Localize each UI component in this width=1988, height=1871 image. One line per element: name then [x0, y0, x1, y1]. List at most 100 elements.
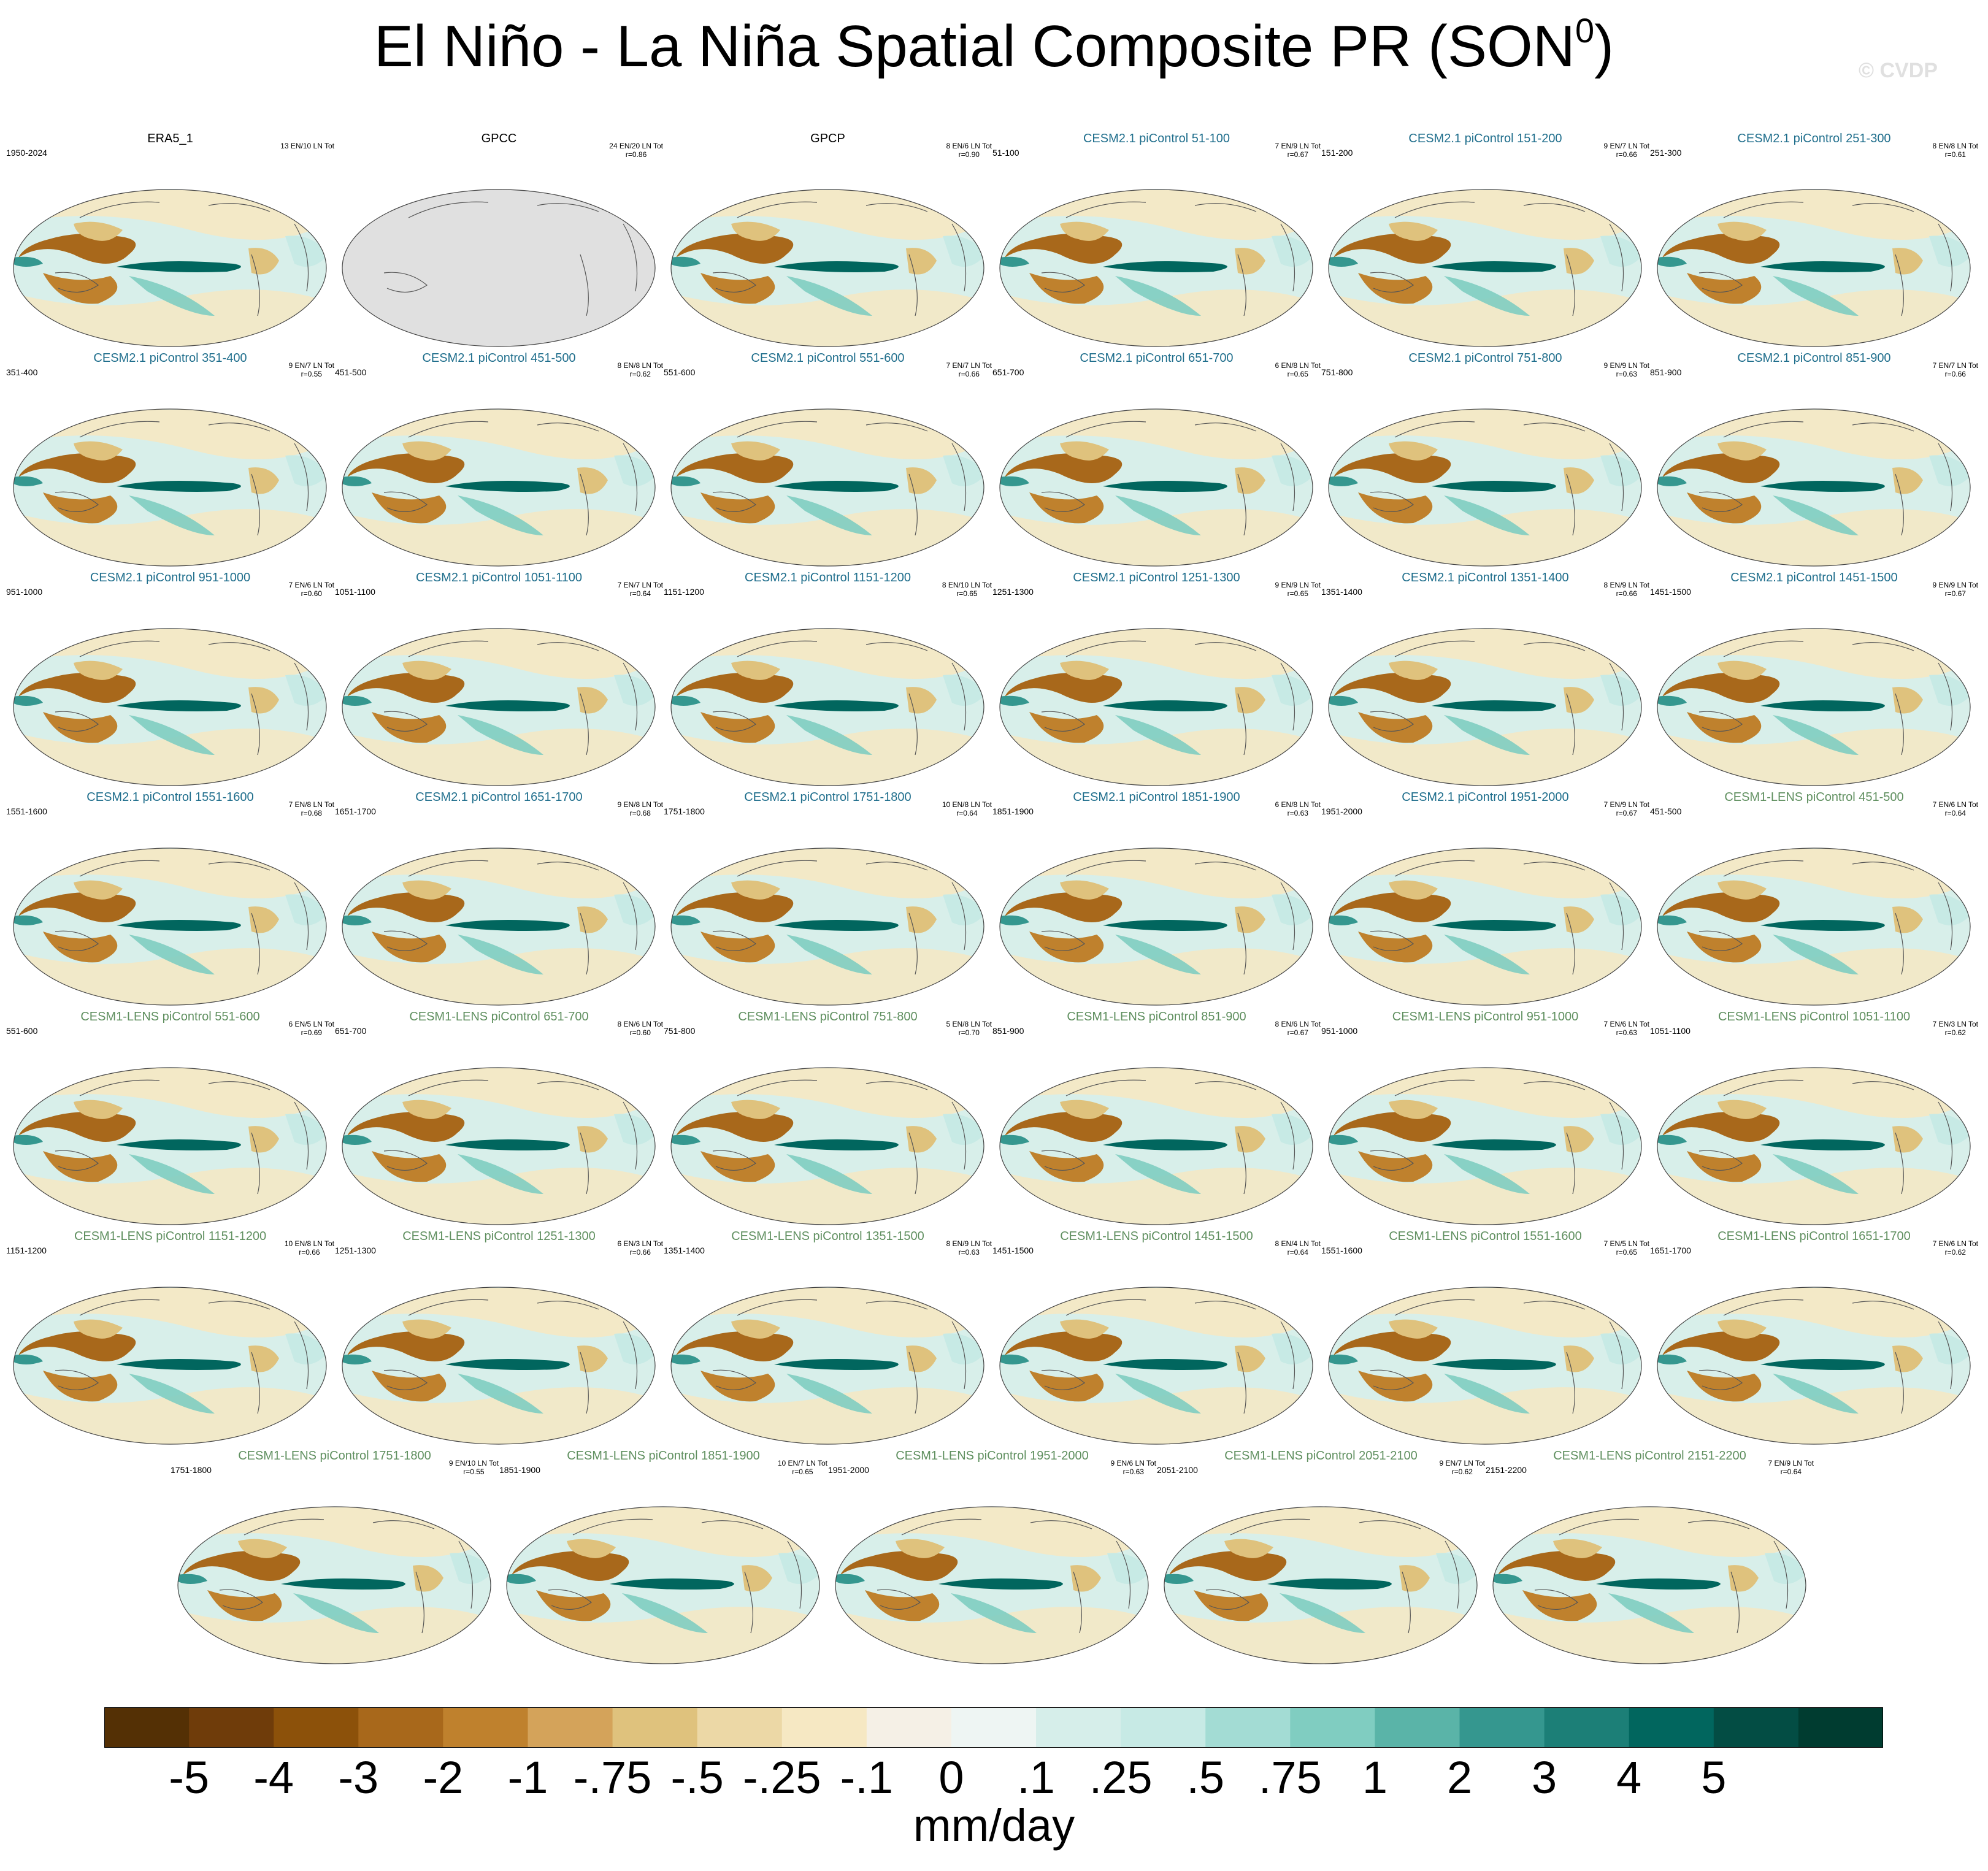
panel-correlation: r=0.64	[1287, 1248, 1308, 1257]
australia-dry-anomaly	[1358, 492, 1433, 524]
map-outline	[1328, 1067, 1642, 1225]
atlantic-africa-anomaly	[614, 894, 655, 925]
south-america-dry-anomaly	[1564, 687, 1594, 714]
south-dry-band	[1000, 289, 1313, 346]
spcz-wet-anomaly	[1115, 495, 1201, 535]
coastlines	[712, 421, 967, 536]
panel-years: 1151-1200	[6, 1245, 47, 1255]
indian-ocean-wet-anomaly	[1000, 256, 1029, 267]
map-outline	[342, 1067, 656, 1225]
equatorial-pacific-wet-anomaly	[445, 1139, 570, 1150]
north-dry-band	[13, 1288, 326, 1337]
north-dry-band	[1329, 1068, 1641, 1118]
panel-title: CESM1-LENS piControl 1551-1600	[1389, 1230, 1582, 1243]
atlantic-africa-anomaly	[1600, 675, 1641, 706]
figure-title-superscript: 0	[1575, 11, 1595, 50]
coastlines	[548, 1518, 802, 1634]
atlantic-africa-anomaly	[450, 1553, 491, 1584]
panel-years: 551-600	[664, 367, 696, 377]
panel-years: 751-800	[664, 1026, 696, 1036]
south-dry-band	[342, 1387, 655, 1444]
map-outline	[999, 408, 1313, 567]
coastlines	[383, 860, 638, 975]
indian-ocean-wet-anomaly	[1657, 476, 1687, 486]
colorbar-swatch	[1629, 1707, 1714, 1748]
panel-title: CESM1-LENS piControl 651-700	[409, 1010, 589, 1024]
australia-dry-anomaly	[1029, 932, 1104, 963]
coastlines	[712, 1299, 967, 1414]
colorbar-tick: 5	[1701, 1752, 1727, 1803]
indian-ocean-wet-anomaly	[1000, 1354, 1029, 1364]
equatorial-pacific-wet-anomaly	[1432, 700, 1556, 711]
atlantic-africa-anomaly	[1272, 675, 1313, 706]
equatorial-pacific-wet-anomaly	[1103, 1139, 1227, 1150]
colorbar-swatch	[1205, 1707, 1291, 1748]
coastlines	[1370, 1299, 1624, 1414]
map-field	[178, 1507, 491, 1664]
map-svg	[670, 847, 984, 1006]
map-field	[1329, 1068, 1641, 1225]
australia-dry-anomaly	[1687, 712, 1762, 743]
panel-years: 1951-2000	[1321, 806, 1362, 816]
panel-stats: 9 EN/8 LN Tot r=0.68	[618, 800, 663, 817]
panel-events: 9 EN/7 LN Tot	[1603, 142, 1649, 150]
map-field	[342, 629, 655, 786]
equatorial-pacific-wet-anomaly	[1103, 700, 1227, 711]
south-america-dry-anomaly	[248, 687, 279, 714]
map-field	[1329, 409, 1641, 566]
panel-correlation: r=0.90	[958, 150, 980, 159]
panel-correlation: r=0.55	[301, 370, 322, 378]
map-svg	[13, 628, 327, 786]
map-svg	[1657, 189, 1971, 347]
map-outline	[342, 628, 656, 786]
south-america-dry-anomaly	[906, 1345, 937, 1372]
australia-dry-anomaly	[1687, 1151, 1762, 1182]
atlantic-africa-anomaly	[614, 1333, 655, 1364]
north-dry-band	[342, 849, 655, 898]
south-dry-band	[671, 509, 984, 566]
panel-title: CESM2.1 piControl 151-200	[1408, 132, 1562, 145]
equatorial-pacific-wet-anomaly	[117, 920, 241, 931]
maritime-continent-dry-anomaly	[1005, 1112, 1123, 1142]
coastlines	[1698, 1299, 1953, 1414]
panel-correlation: r=0.63	[1123, 1467, 1144, 1476]
asia-dry-anomaly	[731, 441, 780, 461]
colorbar-swatch	[781, 1707, 867, 1748]
australia-dry-anomaly	[372, 932, 447, 963]
colorbar-tick: -.75	[573, 1752, 652, 1803]
spcz-wet-anomaly	[458, 495, 543, 535]
equatorial-pacific-wet-anomaly	[1432, 481, 1556, 492]
panel-events: 8 EN/6 LN Tot	[946, 142, 992, 150]
panel-stats: 7 EN/9 LN Tot r=0.64	[1768, 1459, 1814, 1476]
map-svg	[1657, 847, 1971, 1006]
panel-stats: 9 EN/6 LN Tot r=0.63	[1111, 1459, 1156, 1476]
equatorial-pacific-wet-anomaly	[774, 1359, 899, 1370]
panel-title: CESM2.1 piControl 351-400	[93, 351, 247, 365]
map-field	[13, 189, 326, 346]
map-outline	[1657, 847, 1971, 1006]
map-svg	[177, 1506, 491, 1664]
map-outline	[999, 189, 1313, 347]
panel-title: CESM2.1 piControl 551-600	[751, 351, 905, 365]
map-outline	[342, 408, 656, 567]
panel-title: CESM1-LENS piControl 1951-2000	[896, 1449, 1089, 1463]
asia-dry-anomaly	[402, 441, 451, 461]
map-svg	[506, 1506, 820, 1664]
south-dry-band	[507, 1607, 819, 1664]
indian-ocean-wet-anomaly	[1329, 476, 1358, 486]
indian-ocean-wet-anomaly	[671, 915, 700, 925]
asia-dry-anomaly	[238, 1539, 287, 1558]
panel-correlation: r=0.64	[1944, 809, 1966, 817]
panel-correlation: r=0.69	[301, 1028, 322, 1037]
map-panel: CESM1-LENS piControl 1651-1700 1651-1700…	[1650, 1230, 1978, 1450]
australia-dry-anomaly	[43, 273, 118, 304]
maritime-continent-dry-anomaly	[18, 1331, 136, 1361]
map-outline	[1657, 1287, 1971, 1445]
map-outline	[506, 1506, 820, 1664]
map-panel: CESM2.1 piControl 751-800 751-800 9 EN/9…	[1321, 351, 1649, 572]
panel-years: 1551-1600	[6, 806, 47, 816]
asia-dry-anomaly	[1060, 1319, 1109, 1339]
asia-dry-anomaly	[1389, 221, 1438, 241]
coastlines	[55, 1079, 309, 1195]
south-dry-band	[1657, 289, 1970, 346]
